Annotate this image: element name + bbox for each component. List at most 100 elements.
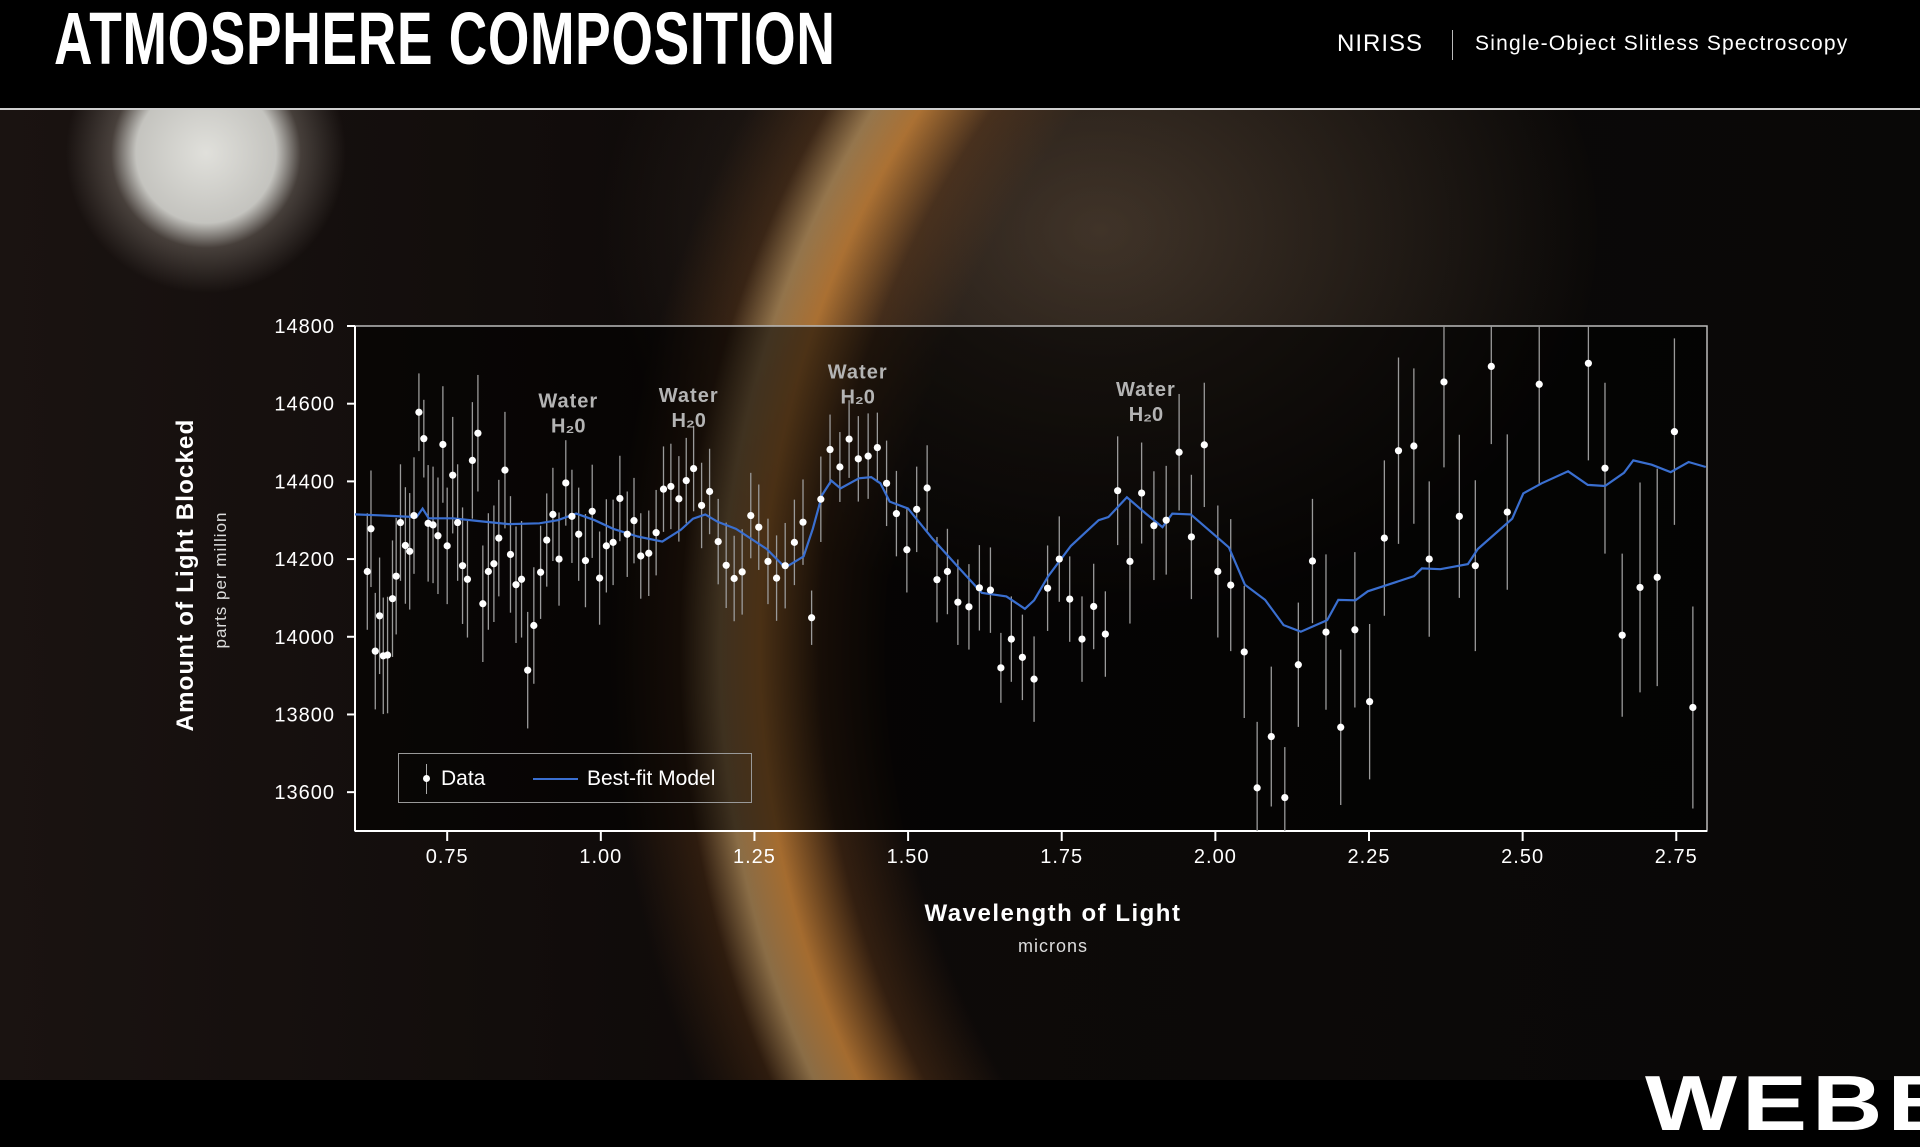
data-point [506,550,515,559]
data-point [690,464,698,473]
x-tick-label: 1.50 [887,846,930,868]
y-tick-label: 14400 [274,471,335,493]
data-point [1162,516,1170,524]
data-point [602,542,610,550]
data-point [623,530,631,538]
data-point [549,510,557,519]
data-point [1126,557,1134,566]
annotation-formula-label: H₂0 [551,416,585,438]
data-point [1253,784,1261,792]
data-point [458,562,467,570]
spectrum-chart: Water H₂0 Water H₂0 Water H₂0 Water H₂0 0.75 1.0… [274,316,1708,868]
data-point [1175,448,1183,456]
data-point [873,443,881,452]
annotation-water-label: Water [1116,379,1176,401]
data-point [406,547,414,555]
data-point [1351,626,1359,634]
data-point [1636,583,1644,592]
data-point [817,495,825,503]
data-point [388,595,397,603]
data-point [854,455,862,463]
data-point [836,463,844,471]
data-point [1114,487,1122,495]
data-point [543,536,551,544]
data-point [772,574,781,582]
data-point [420,435,428,443]
data-point [1055,555,1063,563]
data-point [410,511,418,520]
y-tick-label: 14000 [274,627,335,649]
data-point [1410,442,1418,450]
data-point [1503,508,1511,516]
data-point [463,575,472,583]
data-point [755,523,763,531]
data-point [1066,595,1074,603]
data-point [1078,635,1086,643]
data-point [371,647,379,655]
data-point [645,549,653,557]
data-point [434,532,442,540]
data-point [705,487,714,496]
data-point [1653,573,1661,581]
data-point [1294,661,1302,669]
data-point [443,542,451,550]
page-title: ATMOSPHERE COMPOSITION [54,0,836,80]
data-point [682,477,690,485]
data-point [698,501,706,510]
data-point [609,538,617,546]
data-point [1440,378,1448,386]
data-point [864,452,872,460]
data-point [588,507,596,515]
data-point [1601,464,1609,472]
data-point [1471,562,1479,570]
data-point [1366,698,1374,706]
data-point [1150,522,1158,530]
data-point [449,471,457,479]
data-point [882,479,891,487]
data-point [581,557,590,565]
data-point [616,494,624,503]
data-point [1090,602,1098,611]
annotation-water-label: Water [828,361,888,383]
data-point [1308,557,1317,565]
data-point [1200,441,1208,449]
data-point [1138,489,1146,497]
data-point [1670,428,1679,436]
x-axis-label: Wavelength of Light [924,900,1182,927]
data-point [943,567,952,576]
data-point [1227,581,1235,589]
data-point [667,482,675,491]
data-point [415,408,423,416]
x-tick-label: 0.75 [426,846,469,868]
data-point [652,529,660,537]
legend-data-symbol [423,775,430,782]
data-point [913,505,921,513]
header-divider [1452,30,1453,60]
data-point [747,511,755,520]
data-point [454,518,462,527]
data-point [1584,359,1592,367]
y-tick-label: 13600 [274,782,335,804]
data-point [1007,635,1015,643]
data-point [1043,584,1052,592]
mode-label: Single-Object Slitless Spectroscopy [1475,32,1849,55]
annotation-water-label: Water [659,385,719,407]
data-point [781,562,789,570]
data-point [396,518,405,527]
data-point [903,546,911,554]
annotation-formula-label: H₂0 [840,386,874,408]
data-point [845,435,853,443]
data-point [383,651,392,659]
data-point [799,518,807,526]
webb-logo: WEBB [1645,1059,1920,1147]
data-point [975,584,983,592]
annotation-formula-label: H₂0 [671,410,705,432]
data-point [429,521,437,529]
data-point [479,600,487,608]
legend: Data Best-fit Model [398,753,752,803]
data-point [1214,567,1222,576]
data-point [363,567,371,576]
x-tick-label: 2.50 [1501,846,1544,868]
data-point [524,666,532,674]
data-point [501,466,509,474]
